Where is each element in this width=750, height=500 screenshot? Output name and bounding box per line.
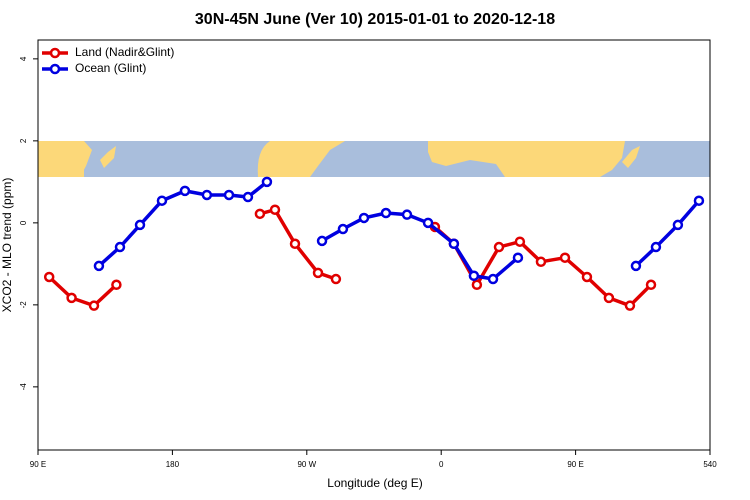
y-tick-label: -2 xyxy=(19,301,28,309)
data-point xyxy=(672,219,684,231)
data-point xyxy=(201,189,213,201)
legend-marker xyxy=(49,47,61,59)
data-point xyxy=(493,241,505,253)
data-point xyxy=(88,300,100,311)
data-point xyxy=(269,204,281,215)
legend-label: Ocean (Glint) xyxy=(75,61,146,75)
data-point xyxy=(330,273,342,285)
y-tick-label: 2 xyxy=(19,138,28,143)
data-point xyxy=(316,235,328,247)
data-point xyxy=(645,279,657,291)
y-tick-label: 4 xyxy=(19,56,28,61)
data-point xyxy=(693,195,705,206)
data-point xyxy=(422,217,434,229)
data-point xyxy=(43,271,55,283)
data-point xyxy=(380,207,392,219)
data-point xyxy=(624,300,636,311)
data-point xyxy=(512,252,524,263)
data-point xyxy=(156,195,168,206)
data-point xyxy=(66,292,77,304)
series-line xyxy=(321,211,520,281)
y-axis-label: XCO2 - MLO trend (ppm) xyxy=(0,178,14,313)
data-point xyxy=(114,241,126,253)
data-point xyxy=(134,219,146,231)
series-line xyxy=(634,199,701,268)
data-point xyxy=(242,191,254,203)
map-band xyxy=(38,141,710,177)
data-point xyxy=(312,267,324,279)
data-point xyxy=(289,238,301,250)
data-point xyxy=(254,208,266,220)
data-point xyxy=(358,212,370,224)
series-line xyxy=(48,275,118,308)
x-tick-label: 0 xyxy=(439,460,444,469)
y-tick-label: -4 xyxy=(19,383,28,391)
x-tick-label: 90 W xyxy=(297,460,316,469)
data-point xyxy=(559,252,571,263)
data-point xyxy=(468,270,480,281)
chart-title: 30N-45N June (Ver 10) 2015-01-01 to 2020… xyxy=(195,11,555,28)
data-point xyxy=(93,260,105,272)
data-point xyxy=(401,209,413,220)
data-point xyxy=(535,256,547,268)
data-point xyxy=(223,189,235,201)
data-point xyxy=(603,292,615,304)
data-point xyxy=(514,236,526,247)
x-tick-label: 180 xyxy=(166,460,180,469)
legend-marker xyxy=(49,63,61,75)
data-point xyxy=(650,241,662,253)
data-point xyxy=(261,176,273,188)
plot-frame xyxy=(37,39,711,451)
x-axis-label: Longitude (deg E) xyxy=(327,476,422,490)
x-tick-label: 540 xyxy=(703,460,717,469)
data-point xyxy=(111,279,122,291)
legend-label: Land (Nadir&Glint) xyxy=(75,45,174,59)
data-point xyxy=(448,238,460,250)
data-point xyxy=(630,260,642,272)
data-point xyxy=(337,223,349,235)
y-tick-label: 0 xyxy=(19,220,28,225)
data-point xyxy=(179,185,191,197)
data-point xyxy=(471,279,483,291)
x-tick-label: 90 E xyxy=(30,460,46,469)
data-point xyxy=(581,271,593,283)
x-tick-label: 90 E xyxy=(567,460,583,469)
data-point xyxy=(487,273,499,285)
